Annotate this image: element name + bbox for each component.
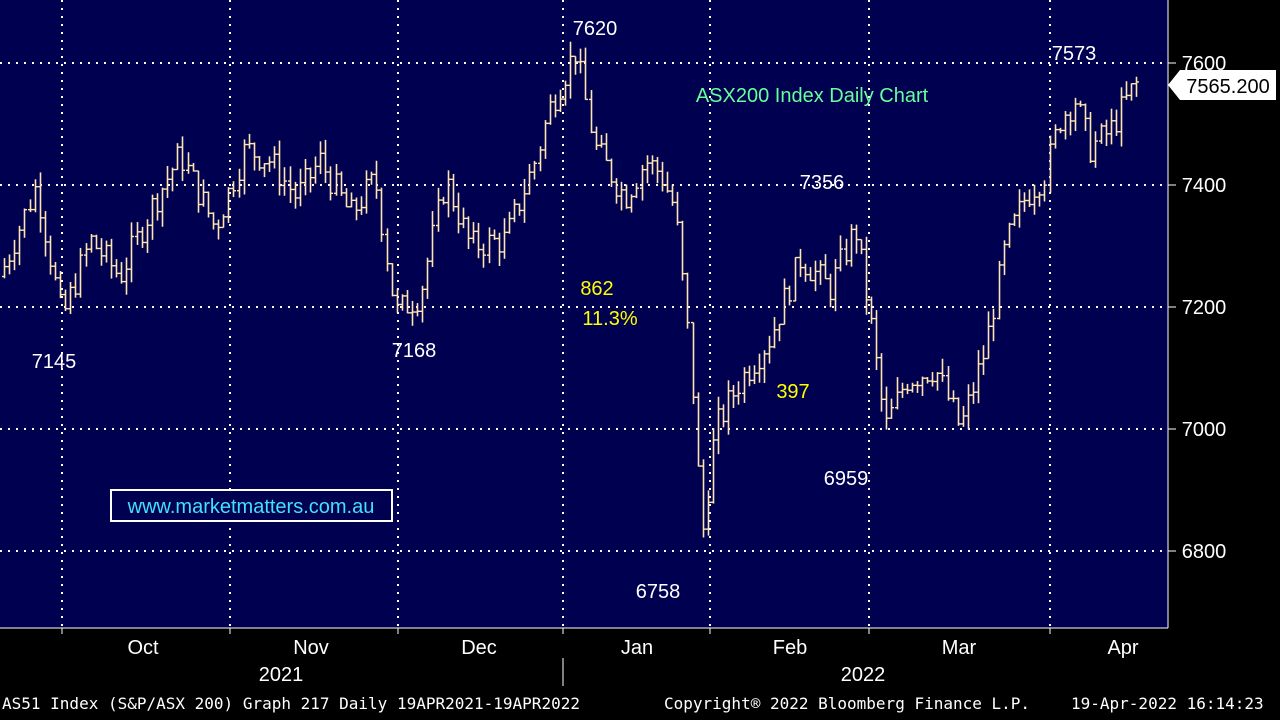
- footer-security: AS51 Index (S&P/ASX 200) Graph 217 Daily…: [2, 694, 580, 713]
- watermark-text: www.marketmatters.com.au: [127, 496, 375, 518]
- annotation-label: 6959: [824, 468, 869, 490]
- last-price-tag: 7565.200: [1168, 70, 1276, 100]
- last-price-value: 7565.200: [1186, 76, 1269, 98]
- time-axis-background: [0, 628, 1280, 688]
- y-tick-label: 7000: [1182, 419, 1227, 441]
- annotation-label: 7356: [800, 172, 845, 194]
- year-label: 2021: [259, 664, 304, 686]
- month-label: Nov: [293, 637, 329, 659]
- annotation-label: 7168: [392, 340, 437, 362]
- annotation-label: 7620: [573, 18, 618, 40]
- month-label: Oct: [127, 637, 159, 659]
- footer-copyright: Copyright® 2022 Bloomberg Finance L.P.: [664, 694, 1031, 713]
- month-label: Dec: [461, 637, 497, 659]
- plot-background: [0, 0, 1168, 628]
- chart-title: ASX200 Index Daily Chart: [696, 85, 929, 107]
- annotations: 7620 7573 7356 7145 7168 6758 6959 862 11.3% 397: [32, 18, 1097, 603]
- y-tick-label: 7200: [1182, 297, 1227, 319]
- x-axis: Oct Nov Dec Jan Feb Mar Apr 2021 2022: [0, 627, 1168, 686]
- annotation-label: 6758: [636, 581, 681, 603]
- price-bars: [2, 41, 1139, 538]
- year-label: 2022: [841, 664, 886, 686]
- footer-timestamp: 19-Apr-2022 16:14:23: [1071, 694, 1264, 713]
- annotation-label: 7145: [32, 351, 77, 373]
- footer-bar: AS51 Index (S&P/ASX 200) Graph 217 Daily…: [0, 688, 1280, 720]
- y-tick-label: 6800: [1182, 541, 1227, 563]
- month-label: Jan: [621, 637, 653, 659]
- annotation-label: 11.3%: [582, 308, 637, 330]
- grid: [0, 0, 1168, 628]
- annotation-label: 7573: [1052, 43, 1097, 65]
- month-label: Apr: [1107, 637, 1138, 659]
- watermark-box: www.marketmatters.com.au: [110, 489, 393, 522]
- annotation-label: 397: [776, 381, 809, 403]
- axis-background: [1168, 0, 1280, 628]
- month-label: Mar: [942, 637, 977, 659]
- y-tick-label: 7600: [1182, 53, 1227, 75]
- y-axis: 6800 7000 7200 7400 7600: [1167, 0, 1227, 628]
- annotation-label: 862: [580, 278, 613, 300]
- month-label: Feb: [773, 637, 807, 659]
- y-tick-label: 7400: [1182, 175, 1227, 197]
